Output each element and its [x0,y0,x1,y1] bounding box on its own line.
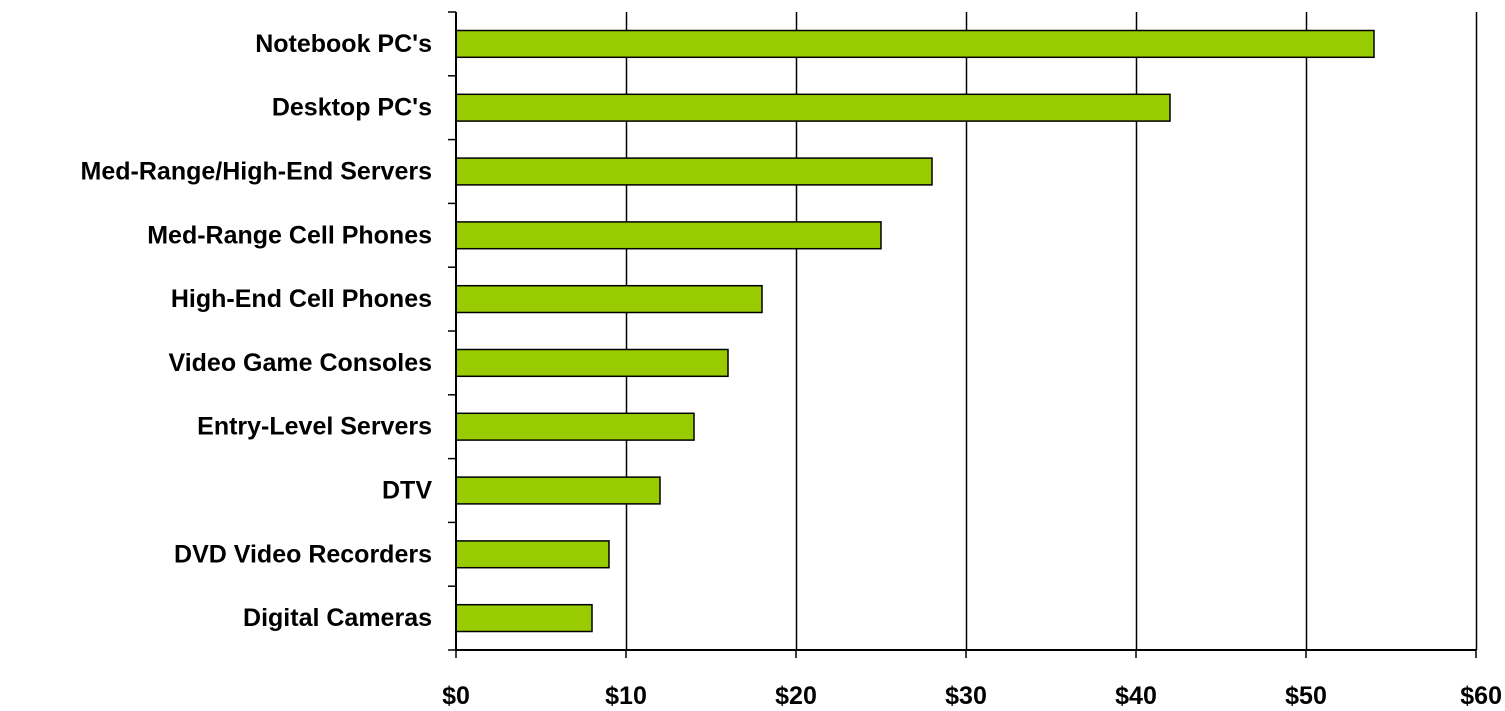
category-label-0: Notebook PC's [255,30,432,58]
axes [448,11,1477,658]
x-tick-label-2: $20 [775,682,817,710]
bar-2 [455,157,933,186]
bar-9 [455,603,593,633]
category-labels: Notebook PC's Desktop PC's Med-Range/High-… [81,30,433,632]
bars [455,29,1375,633]
x-tick-label-6: $60 [1460,682,1502,710]
category-label-7: DTV [382,477,432,505]
x-tick-label-4: $40 [1115,682,1157,710]
category-label-6: Entry-Level Servers [197,413,432,441]
bar-7 [455,476,661,505]
category-label-8: DVD Video Recorders [174,540,432,568]
x-tick-labels: $0 $10 $20 $30 $40 $50 $60 [442,682,1502,710]
category-label-3: Med-Range Cell Phones [147,221,432,249]
bar-5 [455,348,729,378]
bar-0 [455,29,1375,59]
bar-1 [455,93,1171,122]
category-label-2: Med-Range/High-End Servers [81,158,432,186]
bar-6 [455,412,695,441]
x-tick-label-5: $50 [1285,682,1327,710]
category-label-5: Video Game Consoles [168,349,432,377]
category-label-9: Digital Cameras [243,604,432,632]
x-tick-label-3: $30 [945,682,987,710]
category-label-1: Desktop PC's [272,94,432,122]
bar-8 [455,540,610,569]
bar-4 [455,284,763,314]
x-tick-label-0: $0 [442,682,470,710]
x-tick-label-1: $10 [605,682,647,710]
category-label-4: High-End Cell Phones [171,285,432,313]
bar-3 [455,221,882,250]
